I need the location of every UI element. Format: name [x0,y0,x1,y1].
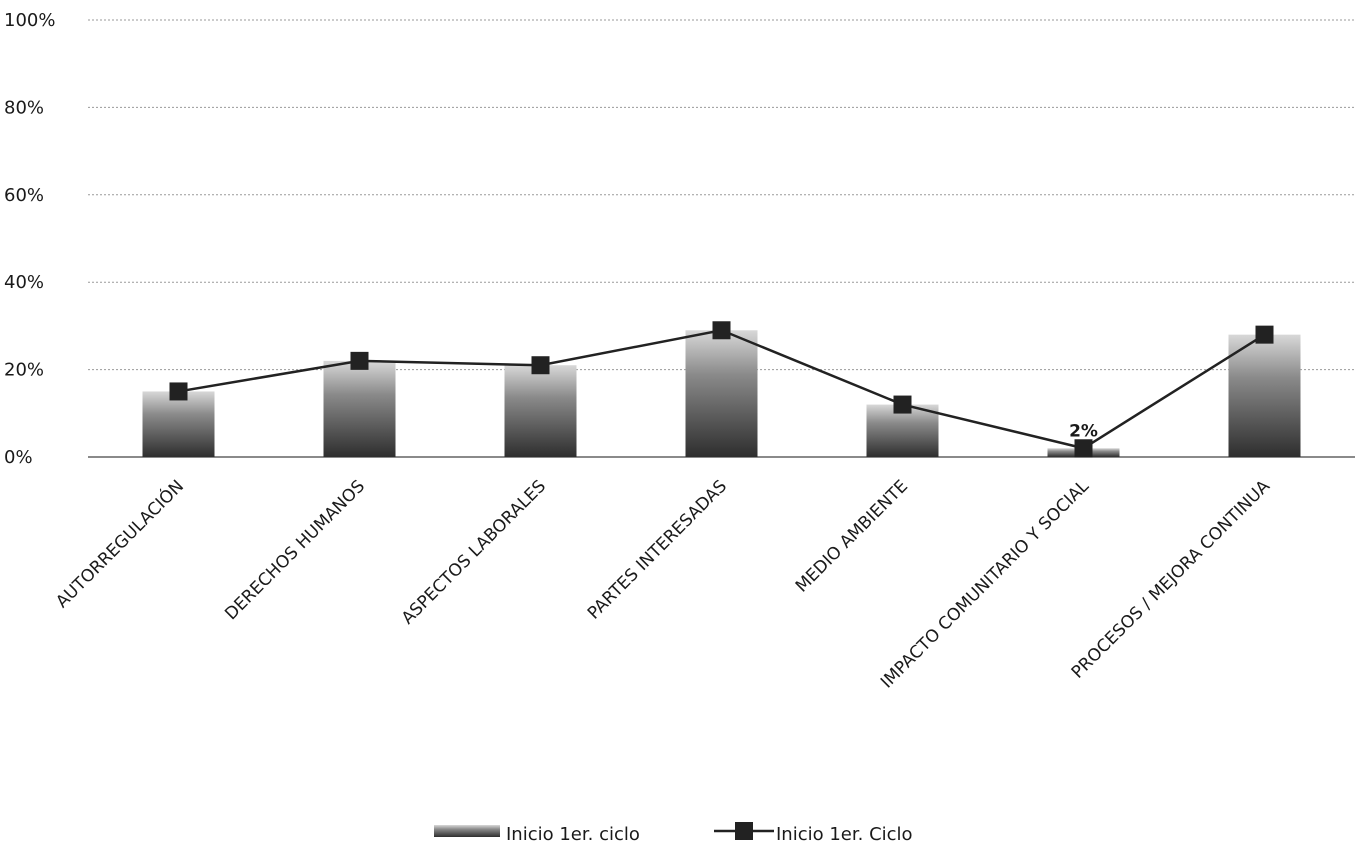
data-label: 2% [1069,421,1098,441]
category-label: IMPACTO COMUNITARIO Y SOCIAL [877,476,1093,692]
category-labels: AUTORREGULACIÓN DERECHOS HUMANOS ASPECTOS … [51,475,1274,692]
y-tick-label: 0% [4,447,33,468]
category-label: DERECHOS HUMANOS [221,476,369,624]
bar [323,360,396,457]
bar [685,330,758,457]
y-tick-label: 40% [4,272,44,293]
category-label: AUTORREGULACIÓN [51,475,188,612]
category-label: PROCESOS / MEJORA CONTINUA [1068,476,1275,683]
bar [142,391,215,457]
legend-label: Inicio 1er. Ciclo [776,824,913,845]
category-label: ASPECTOS LABORALES [398,476,550,628]
y-tick-label: 60% [4,185,44,206]
bar-series [142,330,1301,457]
line-marker [893,395,912,414]
line-marker [712,321,731,340]
y-tick-label: 100% [4,10,55,31]
legend-label: Inicio 1er. ciclo [506,824,640,845]
legend: Inicio 1er. ciclo Inicio 1er. Ciclo [434,822,913,845]
category-label: MEDIO AMBIENTE [792,476,912,596]
line-marker [1255,325,1274,344]
legend-bar-swatch [434,825,500,837]
y-tick-label: 80% [4,97,44,118]
line-series [169,321,1274,458]
line-marker [350,351,369,370]
legend-marker-swatch [735,822,753,840]
line-marker [169,382,188,401]
line-marker [531,356,550,375]
data-labels: 2% [1069,421,1098,441]
y-axis-ticks: 0% 20% 40% 60% 80% 100% [4,10,55,468]
line-marker [1074,439,1093,458]
category-label: PARTES INTERESADAS [584,476,731,623]
bar [1228,334,1301,457]
y-tick-label: 20% [4,360,44,381]
bar [504,365,577,457]
